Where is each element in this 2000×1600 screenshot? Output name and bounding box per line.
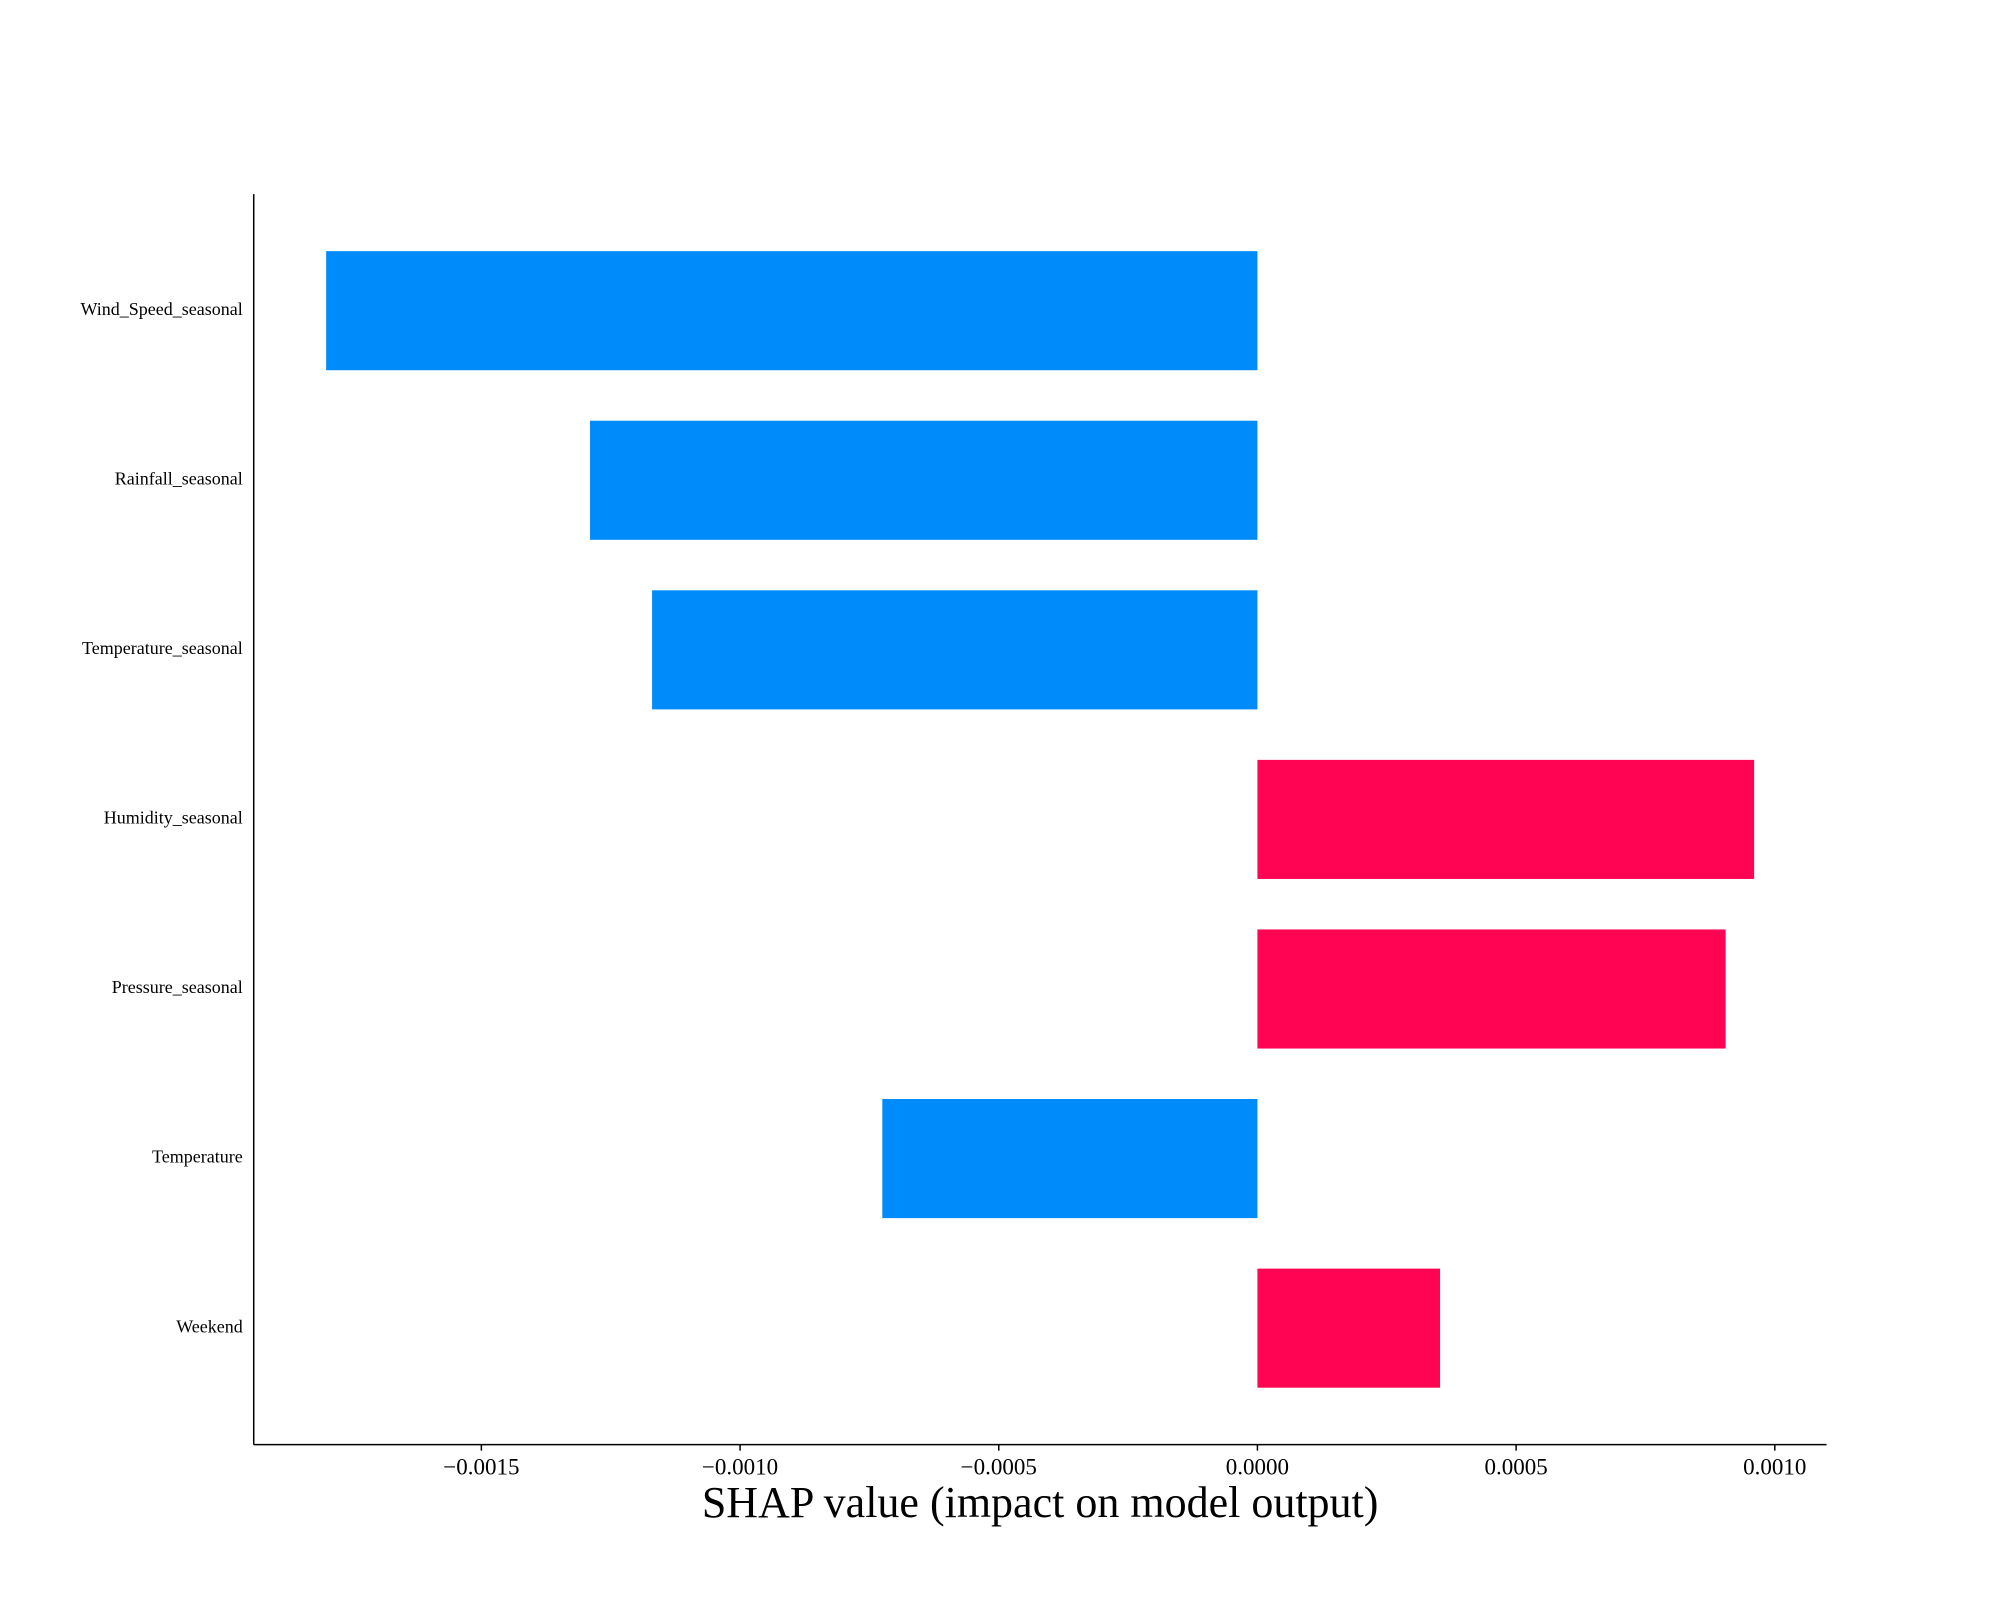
x-tick-label: −0.0010 [702,1455,778,1480]
bar-temperature [882,1099,1258,1219]
x-tick-label: −0.0005 [961,1455,1037,1480]
bar-temperature-seasonal [652,590,1258,710]
x-tick-label: −0.0015 [443,1455,519,1480]
category-label: Temperature [152,1147,243,1167]
bars-group [326,251,1755,1388]
category-label: Weekend [176,1316,243,1336]
x-tick-label: 0.0010 [1743,1455,1806,1480]
x-tick-label: 0.0000 [1226,1455,1289,1480]
x-axis-title: SHAP value (impact on model output) [702,1478,1379,1527]
category-label: Rainfall_seasonal [115,468,243,488]
category-label: Temperature_seasonal [82,638,243,658]
bar-humidity-seasonal [1257,759,1755,879]
bar-wind-speed-seasonal [326,251,1258,371]
bar-pressure-seasonal [1257,929,1726,1049]
category-label: Wind_Speed_seasonal [80,299,242,319]
category-label: Pressure_seasonal [112,977,243,997]
category-labels: Wind_Speed_seasonal Rainfall_seasonal Temp… [80,299,242,1336]
category-label: Humidity_seasonal [104,808,243,828]
x-tick-label: 0.0005 [1484,1455,1547,1480]
bar-weekend [1257,1268,1441,1388]
bar-rainfall-seasonal [590,420,1258,540]
x-ticks: −0.0015 −0.0010 −0.0005 0.0000 0.0005 0.0010 [443,1444,1806,1480]
